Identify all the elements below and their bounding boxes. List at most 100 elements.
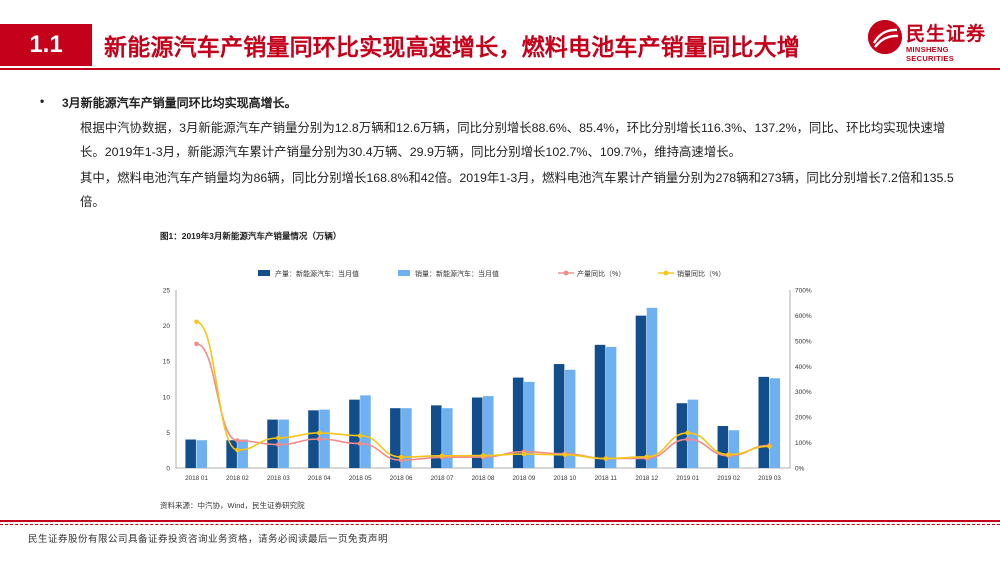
x-tick-label: 2018 01 — [185, 475, 208, 482]
x-tick-label: 2019 03 — [758, 475, 781, 482]
footer-disclaimer: 民生证券股份有限公司具备证券投资咨询业务资格，请务必阅读最后一页免责声明 — [28, 534, 389, 545]
y-right-tick-label: 100% — [795, 440, 812, 447]
x-tick-label: 2018 04 — [308, 475, 331, 482]
section-number: 1.1 — [0, 24, 92, 66]
bar-production — [717, 425, 729, 468]
x-tick-label: 2018 02 — [226, 475, 249, 482]
y-left-tick-label: 25 — [163, 288, 171, 295]
bar-production — [226, 440, 237, 468]
point-sales-yoy — [644, 454, 650, 460]
y-right-tick-label: 400% — [795, 364, 812, 371]
bar-sales — [646, 307, 658, 468]
bar-production — [635, 315, 647, 468]
bar-production — [512, 377, 524, 468]
x-tick-label: 2018 03 — [267, 475, 290, 482]
brand-name-cn: 民生证券 — [906, 24, 987, 45]
y-right-tick-label: 200% — [795, 415, 812, 422]
bar-production — [185, 439, 196, 468]
point-sales-yoy — [398, 454, 404, 460]
y-right-tick-label: 700% — [795, 288, 812, 295]
bar-sales — [442, 408, 453, 468]
legend-swatch-marker — [563, 270, 569, 276]
bar-sales — [564, 369, 576, 468]
figure-source: 资料来源：中汽协，Wind，民生证券研究院 — [160, 501, 305, 510]
point-production-yoy — [276, 442, 281, 447]
legend-label: 销量同比（%） — [677, 269, 725, 278]
bar-sales — [237, 439, 248, 468]
point-sales-yoy — [562, 452, 568, 458]
point-production-yoy — [194, 341, 199, 347]
y-left-tick-label: 10 — [163, 394, 171, 401]
paragraph-2: 其中，燃料电池汽车产销量均为86辆，同比分别增长168.8%和42倍。2019年… — [80, 171, 954, 209]
point-production-yoy — [685, 436, 690, 442]
bar-production — [676, 403, 688, 468]
x-tick-label: 2018 12 — [635, 475, 658, 482]
legend-label: 产量：新能源汽车：当月值 — [275, 269, 359, 278]
y-right-tick-label: 500% — [795, 338, 812, 345]
y-right-tick-label: 0% — [795, 466, 805, 473]
bar-production — [390, 408, 401, 468]
x-tick-label: 2018 10 — [553, 475, 576, 482]
bar-sales — [605, 346, 617, 468]
point-sales-yoy — [480, 453, 486, 458]
y-left-tick-label: 5 — [166, 430, 170, 437]
x-tick-label: 2018 06 — [390, 475, 413, 482]
bullet-heading-text: 3月新能源汽车产销量同环比均实现高增长。 — [62, 96, 297, 110]
legend-swatch — [398, 270, 410, 276]
paragraph-1: 根据中汽协数据，3月新能源汽车产销量分别为12.8万辆和12.6万辆，同比分别增… — [80, 121, 946, 159]
x-tick-label: 2018 11 — [595, 475, 618, 482]
legend-label: 销量：新能源汽车：当月值 — [415, 269, 499, 278]
line-sales-yoy — [196, 320, 770, 460]
point-sales-yoy — [276, 435, 281, 441]
bar-sales — [483, 396, 494, 468]
bar-sales — [196, 440, 208, 468]
brand-logo-icon — [868, 20, 902, 54]
point-sales-yoy — [194, 319, 199, 325]
bar-sales — [360, 395, 371, 468]
x-tick-label: 2019 01 — [676, 475, 699, 482]
bar-production — [758, 376, 770, 468]
point-sales-yoy — [726, 452, 731, 457]
x-tick-label: 2019 02 — [717, 475, 740, 482]
legend-label: 产量同比（%） — [577, 269, 625, 278]
point-sales-yoy — [316, 430, 322, 436]
footer-divider-dashed — [0, 524, 1000, 525]
bullet-icon: • — [40, 94, 45, 108]
brand-logo: 民生证券 MINSHENG SECURITIES — [868, 18, 998, 64]
brand-name-en: MINSHENG SECURITIES — [906, 45, 955, 63]
x-tick-label: 2018 05 — [349, 475, 372, 482]
point-sales-yoy — [235, 447, 240, 453]
x-tick-label: 2018 07 — [431, 475, 454, 482]
bar-production — [349, 399, 360, 468]
bullet-heading: • 3月新能源汽车产销量同环比均实现高增长。 — [40, 94, 297, 111]
point-sales-yoy — [603, 456, 609, 461]
legend-swatch — [258, 270, 270, 276]
bar-sales — [523, 381, 535, 468]
point-sales-yoy — [521, 451, 527, 457]
y-left-tick-label: 15 — [163, 359, 171, 366]
legend-swatch-marker — [663, 270, 669, 276]
slide-header: 1.1 新能源汽车产销量同环比实现高速增长，燃料电池车产销量同比大增 民生证券 … — [0, 0, 1000, 72]
bar-production — [553, 364, 565, 468]
point-sales-yoy — [439, 453, 445, 459]
y-left-tick-label: 20 — [163, 323, 171, 330]
x-tick-label: 2018 08 — [472, 475, 495, 482]
y-right-tick-label: 600% — [795, 313, 812, 320]
point-production-yoy — [316, 436, 322, 442]
bar-production — [471, 397, 483, 468]
bar-production — [431, 405, 442, 468]
point-sales-yoy — [685, 430, 690, 436]
slide-title: 新能源汽车产销量同环比实现高速增长，燃料电池车产销量同比大增 — [104, 34, 800, 60]
bar-production — [594, 344, 606, 468]
bar-sales — [401, 408, 412, 468]
footer-divider — [0, 520, 1000, 522]
point-sales-yoy — [767, 444, 772, 449]
production-sales-chart: 0 5 10 15 20 25 0% 100% 200% 300% 400% 500% 600% 700%… — [163, 269, 812, 482]
figure-caption: 图1：2019年3月新能源汽车产销量情况（万辆） — [160, 231, 342, 241]
y-left-tick-label: 0 — [166, 466, 170, 473]
point-production-yoy — [235, 438, 240, 443]
y-right-tick-label: 300% — [795, 389, 812, 396]
bar-sales — [728, 430, 740, 468]
point-sales-yoy — [357, 433, 363, 439]
x-tick-label: 2018 09 — [513, 475, 536, 482]
